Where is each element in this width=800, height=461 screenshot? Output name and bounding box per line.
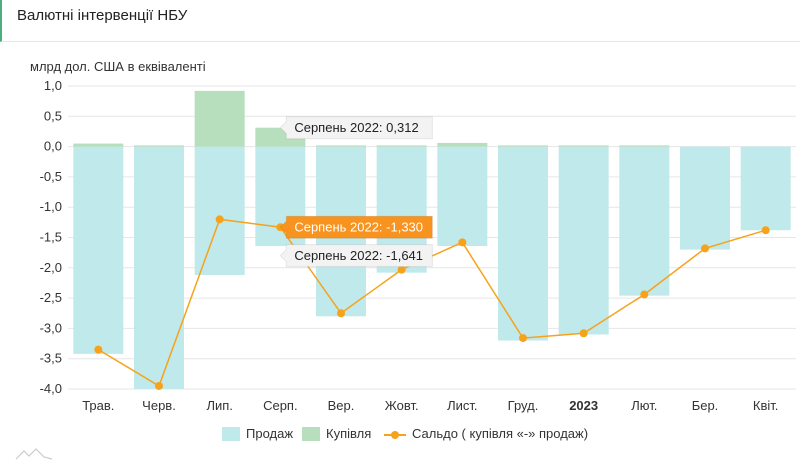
legend-swatch-purchases [302,426,320,441]
balance-point[interactable] [519,334,527,343]
legend-item-purchases[interactable]: Купівля [302,426,371,441]
x-tick-label: Трав. [82,398,114,413]
x-tick-label: Лют. [631,398,657,413]
bar-purchases[interactable] [619,145,670,147]
y-tick-label: -3,0 [40,320,62,335]
x-tick-label: Лип. [206,398,232,413]
chart-title: Валютні інтервенції НБУ [17,7,188,24]
tooltip-purchases-box [279,116,433,140]
bar-sales[interactable] [680,146,730,250]
y-axis-unit-label: млрд дол. США в еквіваленті [30,59,206,74]
bars[interactable] [73,90,791,389]
bar-purchases[interactable] [437,142,488,147]
legend-swatch-balance [384,427,406,441]
tooltip-purchases: Серпень 2022: 0,312 [279,116,433,140]
y-tick-label: 0,5 [44,108,62,123]
bar-purchases[interactable] [73,143,124,147]
x-tick-label: 2023 [569,398,598,413]
chart-header: Валютні інтервенції НБУ [0,0,800,42]
y-tick-label: -3,5 [40,351,62,366]
y-tick-label: -1,0 [40,199,62,214]
bar-sales[interactable] [194,146,245,276]
y-tick-label: 1,0 [44,78,62,93]
bar-sales[interactable] [619,146,670,296]
y-tick-label: -1,5 [40,230,62,245]
balance-point[interactable] [458,238,467,247]
tooltip-sales: Серпень 2022: -1,641 [279,244,433,268]
y-tick-label: -2,5 [40,290,62,305]
x-tick-label: Жовт. [385,398,419,413]
legend-label-sales: Продаж [246,426,294,441]
bar-sales[interactable] [73,146,124,354]
balance-point[interactable] [640,290,649,299]
mountains-logo-icon [15,448,53,460]
bar-sales[interactable] [498,146,548,341]
balance-point[interactable] [215,215,224,224]
bar-purchases[interactable] [376,145,427,147]
chart-legend: Продаж Купівля Сальдо ( купівля «-» прод… [0,426,800,446]
bar-sales[interactable] [437,146,488,246]
balance-point[interactable] [761,226,770,235]
bar-purchases[interactable] [498,145,548,147]
tooltip-sales-text: Серпень 2022: -1,641 [294,248,423,263]
legend-label-purchases: Купівля [326,426,372,441]
balance-point[interactable] [155,381,163,390]
tooltip-balance-box [279,215,433,239]
balance-point[interactable] [701,244,709,253]
y-tick-label: -4,0 [40,381,62,396]
bar-sales[interactable] [740,146,791,231]
tooltips: Серпень 2022: 0,312 Серпень 2022: -1,330 С… [279,116,433,268]
x-tick-label: Черв. [142,398,176,413]
bar-purchases[interactable] [316,145,366,147]
legend-item-sales[interactable]: Продаж [222,426,293,441]
balance-point[interactable] [337,309,345,318]
legend-item-balance[interactable]: Сальдо ( купівля «-» продаж) [384,426,588,441]
x-tick-label: Вер. [328,398,355,413]
chart-canvas[interactable]: 1,0 0,5 0,0 -0,5 -1,0 -1,5 -2,0 -2,5 -3,0 -3,5 -4,… [0,0,800,420]
y-tick-label: 0,0 [44,139,62,154]
bar-purchases[interactable] [194,90,245,147]
x-tick-label: Серп. [263,398,298,413]
balance-point[interactable] [94,345,103,354]
y-axis-ticks: 1,0 0,5 0,0 -0,5 -1,0 -1,5 -2,0 -2,5 -3,0 -3,5 -4,… [40,78,62,396]
bar-sales[interactable] [134,146,184,389]
grid-lines [68,85,796,390]
legend-swatch-sales [222,426,240,441]
x-tick-label: Бер. [692,398,719,413]
tooltip-balance: Серпень 2022: -1,330 [279,215,433,239]
x-tick-label: Лист. [447,398,477,413]
x-tick-label: Груд. [508,398,539,413]
y-tick-label: -0,5 [40,169,62,184]
tooltip-sales-box [279,244,433,268]
balance-point[interactable] [579,329,588,338]
bar-sales[interactable] [558,146,609,335]
bar-purchases[interactable] [134,145,184,147]
y-tick-label: -2,0 [40,260,62,275]
legend-label-balance: Сальдо ( купівля «-» продаж) [412,426,589,441]
bar-purchases[interactable] [558,145,609,147]
x-tick-label: Квіт. [753,398,779,413]
tooltip-purchases-text: Серпень 2022: 0,312 [294,120,418,135]
x-axis-ticks: Трав. Черв. Лип. Серп. Вер. Жовт. Лист. Груд. 20… [82,398,778,413]
tooltip-balance-text: Серпень 2022: -1,330 [294,220,423,235]
balance-point[interactable] [397,265,406,274]
